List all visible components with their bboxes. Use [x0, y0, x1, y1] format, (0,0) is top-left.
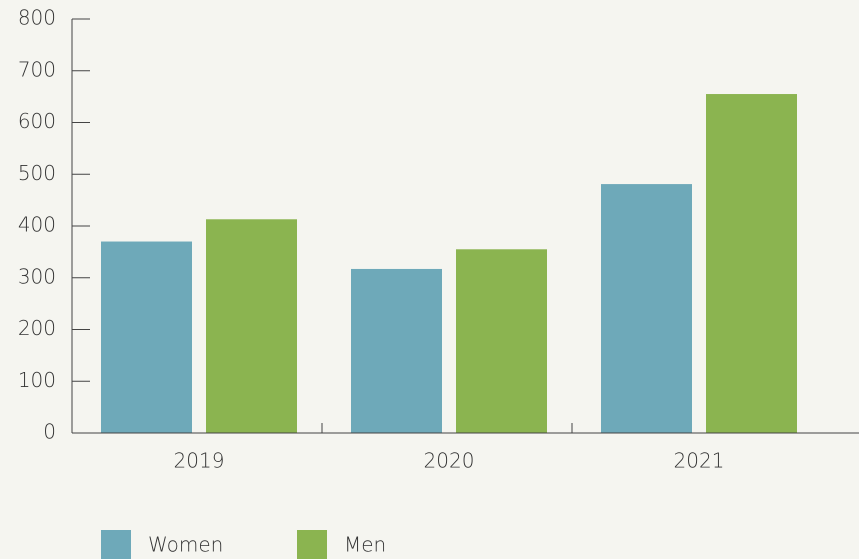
x-tick-label: 2019	[174, 449, 225, 473]
y-tick-label: 600	[18, 109, 56, 133]
y-tick-label: 700	[18, 57, 56, 81]
bar	[456, 249, 547, 433]
legend-swatch	[101, 530, 131, 559]
y-tick-label: 200	[18, 316, 56, 340]
y-tick-label: 800	[18, 6, 56, 30]
y-tick-label: 400	[18, 213, 56, 237]
y-tick-label: 100	[18, 368, 56, 392]
bar	[206, 219, 297, 433]
bar	[706, 94, 797, 433]
legend-label: Women	[148, 533, 223, 557]
x-tick-label: 2021	[674, 449, 725, 473]
bar	[351, 268, 442, 433]
y-tick-label: 500	[18, 161, 56, 185]
y-tick-label: 0	[43, 420, 56, 444]
legend-swatch	[297, 530, 327, 559]
y-tick-label: 300	[18, 264, 56, 288]
x-tick-label: 2020	[424, 449, 475, 473]
bar	[601, 184, 692, 433]
legend-label: Men	[344, 533, 386, 557]
bar	[101, 241, 192, 433]
